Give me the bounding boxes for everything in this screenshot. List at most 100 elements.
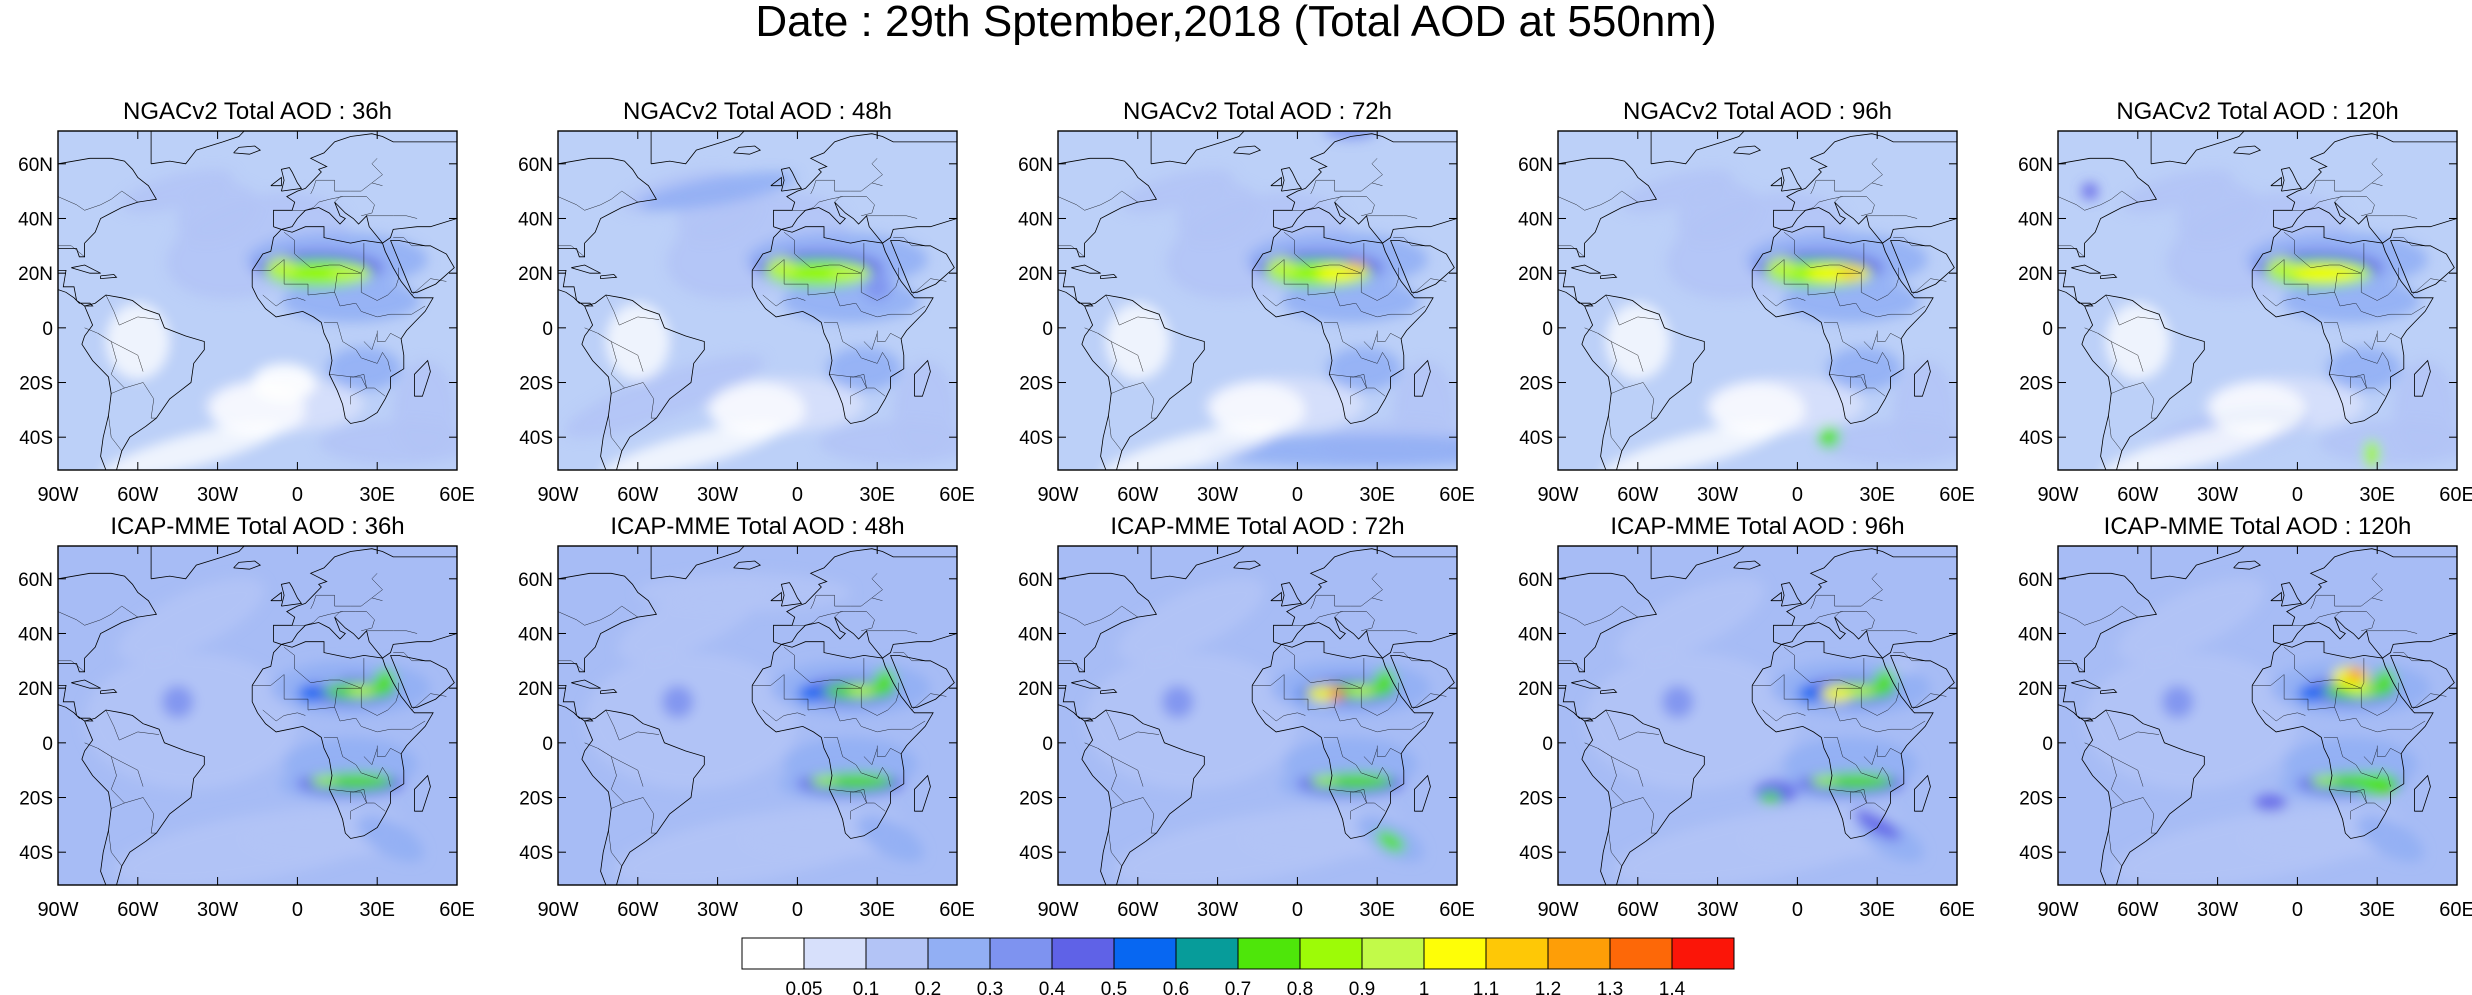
aod-low-swath (1605, 303, 1670, 380)
aod-blob (1376, 830, 1405, 852)
coastline (2270, 591, 2282, 602)
map-frame (1057, 545, 1458, 886)
aod-low-swath (2209, 382, 2306, 438)
border-line (2108, 830, 2123, 885)
lon-tick-label: 30E (1359, 899, 1395, 921)
map-frame (57, 545, 458, 886)
aod-blob (1821, 685, 1854, 702)
aod-blob (1818, 772, 1894, 790)
border-line (1350, 376, 1386, 397)
aod-blob (302, 663, 346, 686)
border-line (866, 630, 918, 634)
coastline (600, 274, 618, 280)
border-line (97, 748, 144, 787)
border-line (2376, 330, 2402, 342)
border-line (2262, 709, 2306, 722)
border-line (58, 660, 85, 672)
lat-tick-label: 0 (42, 734, 53, 755)
border-line (1350, 791, 1386, 812)
coastline (2100, 274, 2118, 280)
lat-tick-label: 40S (19, 843, 53, 864)
border-line (2084, 327, 2125, 389)
coastline (1058, 546, 1158, 673)
border-line (1329, 373, 1367, 405)
lat-tick-label: 20N (18, 679, 53, 700)
border-line (752, 673, 926, 733)
lon-tick-label: 0 (292, 899, 303, 921)
aod-blob (1281, 278, 1420, 323)
colorbar-label: 1.3 (1597, 979, 1623, 995)
border-line (1360, 267, 1399, 301)
border-line (2376, 745, 2402, 757)
map-frame (2057, 545, 2458, 886)
coastline (2071, 264, 2101, 274)
border-line (105, 294, 160, 326)
coastline (1390, 239, 1455, 293)
coastline (2413, 359, 2431, 397)
border-line (558, 190, 638, 211)
coastline (1650, 546, 1745, 580)
border-line (108, 830, 123, 885)
lat-tick-label: 60N (2018, 155, 2053, 176)
aod-blob (2355, 772, 2399, 795)
colorbar-swatch (741, 937, 805, 970)
aod-blob (826, 346, 902, 391)
border-line (1863, 748, 1878, 766)
border-line (1597, 748, 1644, 787)
coastline (2058, 685, 2094, 722)
coastline (58, 131, 158, 258)
aod-blob (2310, 775, 2338, 787)
border-line (360, 682, 399, 716)
lon-tick-label: 90W (537, 899, 578, 921)
aod-field (1584, 577, 1931, 885)
border-line (1334, 611, 1375, 632)
lat-tick-label: 40S (1519, 428, 1553, 449)
aod-blob (2292, 264, 2356, 282)
coastline (733, 560, 762, 570)
coastline (280, 167, 303, 192)
colorbar-swatch (1485, 937, 1549, 970)
lon-tick-label: 60E (939, 899, 975, 921)
border-line (1376, 745, 1402, 757)
borders (2058, 573, 2447, 885)
coastline (2270, 176, 2282, 187)
aod-blob (874, 669, 896, 697)
lon-tick-label: 0 (1792, 484, 1803, 506)
border-line (310, 594, 383, 610)
border-line (558, 245, 585, 257)
coastline (650, 131, 745, 165)
map-panel-3: NGACv2 Total AOD : 72h 60N 40N 20N 0 20S 40S 90… (1018, 98, 1475, 506)
border-line (558, 660, 585, 672)
border-line (2350, 791, 2386, 812)
border-line (752, 258, 926, 318)
border-line (1871, 158, 1883, 184)
lat-tick-label: 40N (1518, 624, 1553, 645)
border-line (108, 415, 123, 470)
border-line (1584, 742, 1625, 804)
aod-blob (1374, 669, 1396, 697)
coastline (650, 546, 745, 580)
border-line (1111, 382, 1157, 419)
aod-blob (2084, 652, 2298, 790)
lon-tick-label: 90W (537, 484, 578, 506)
border-line (1893, 652, 1931, 662)
aod-blob (564, 354, 765, 438)
border-line (2329, 788, 2367, 820)
border-line (1871, 573, 1883, 599)
border-line (824, 737, 891, 787)
border-line (2058, 245, 2085, 257)
map-panel-5: NGACv2 Total AOD : 120h 60N 40N 20N 0 20S 40S 9… (2018, 98, 2472, 506)
lon-tick-label: 60W (2117, 899, 2158, 921)
colorbar-swatch (1423, 937, 1487, 970)
map-panel-7: ICAP-MME Total AOD : 48h 60N 40N 20N 0 20S 40S… (518, 513, 975, 921)
coastline (270, 176, 282, 187)
lat-tick-label: 20N (2018, 679, 2053, 700)
coastline (571, 679, 601, 689)
coastlines (1058, 546, 1457, 885)
lon-tick-label: 60W (2117, 484, 2158, 506)
lat-tick-label: 40N (1018, 209, 1053, 230)
coastline (770, 591, 782, 602)
border-line (1310, 594, 1383, 610)
coastline (2058, 546, 2158, 673)
borders (558, 573, 947, 885)
